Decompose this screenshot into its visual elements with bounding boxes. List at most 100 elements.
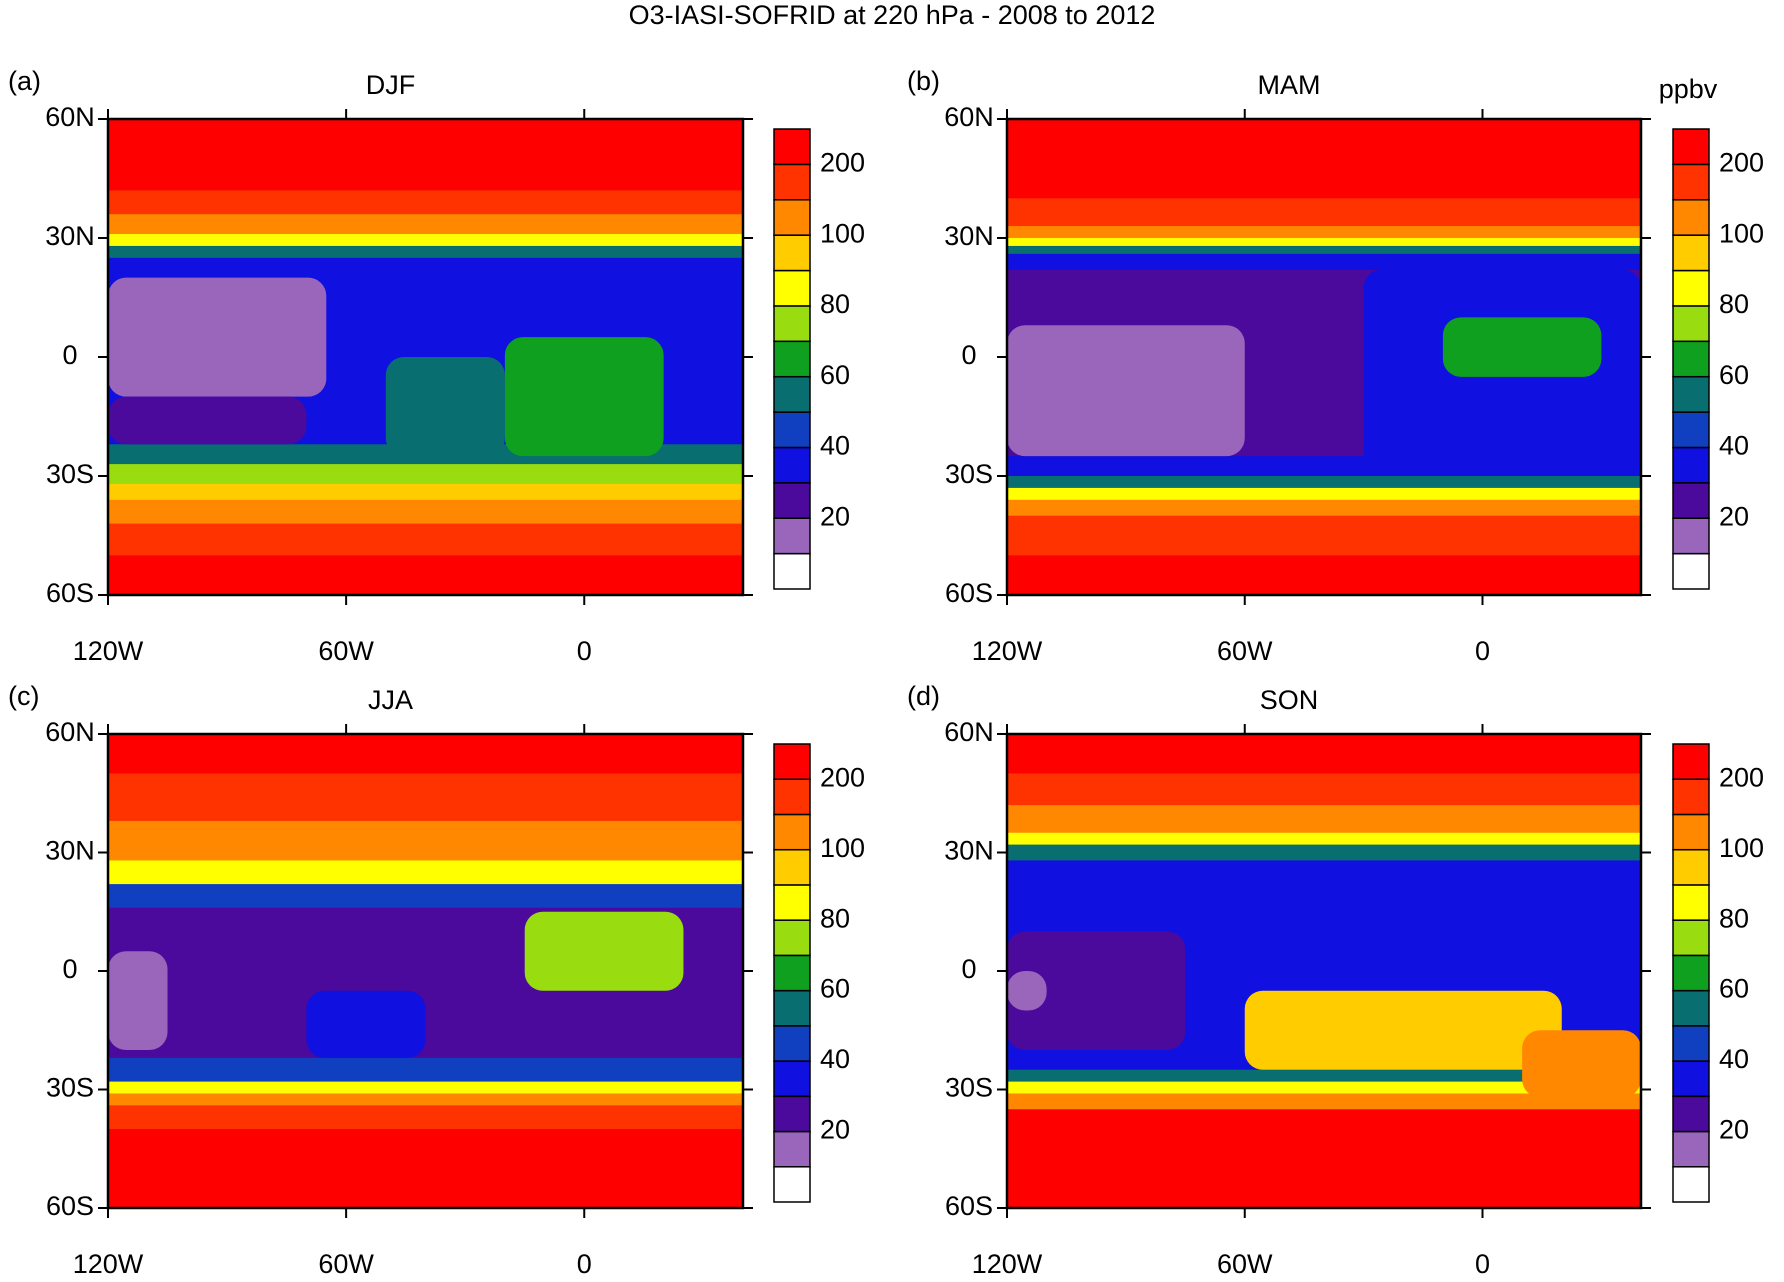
field-patch [306,990,426,1058]
zonal-band [108,1093,743,1106]
unit-label: ppbv [1659,74,1718,104]
colorbar-box [1672,743,1710,780]
zonal-band [108,734,743,774]
colorbar-label: 200 [1719,148,1764,178]
colorbar-box [773,954,811,992]
field-patch [1007,971,1047,1011]
colorbar-box [1672,1130,1710,1168]
colorbar-box [1672,1025,1710,1062]
panel-letter: (d) [907,681,940,711]
field-patch [524,911,684,991]
field-patch [108,951,168,1050]
x-tick-label: 60W [318,1249,374,1279]
colorbar-box [773,305,811,343]
colorbar-label: 60 [1719,974,1749,1004]
colorbar-box [1672,234,1710,272]
colorbar-label: 60 [820,360,850,390]
panel-title: SON [1260,685,1319,715]
zonal-band [1007,238,1641,247]
colorbar-box [773,552,811,590]
colorbar-label: 200 [820,762,865,792]
zonal-band [1007,515,1641,556]
colorbar-box [773,163,811,201]
x-tick-label: 0 [577,636,592,666]
zonal-band [1007,226,1641,239]
zonal-band [1007,832,1641,846]
y-tick-label: 60N [45,102,95,132]
colorbar-label: 20 [1719,1115,1749,1145]
colorbar-label: 80 [820,903,850,933]
y-tick-label: 30S [945,459,993,489]
field-patch [1244,990,1562,1070]
colorbar-label: 100 [820,833,865,863]
field-patch [385,357,505,457]
field-patch [1007,325,1245,457]
colorbar-box [1672,340,1710,378]
colorbar-label: 100 [1719,218,1764,248]
colorbar-box [773,919,811,957]
zonal-band [108,555,743,595]
colorbar-label: 40 [1719,431,1749,461]
colorbar-label: 100 [820,218,865,248]
zonal-band [108,820,743,861]
colorbar-box [773,1025,811,1062]
colorbar-box [773,1130,811,1168]
colorbar-box [1672,411,1710,449]
y-tick-label: 0 [961,954,976,984]
y-tick-label: 0 [961,340,976,370]
colorbar-label: 60 [820,974,850,1004]
map-field [108,119,743,595]
colorbar-box [1672,1060,1710,1098]
field-patch [1007,931,1186,1050]
zonal-band [1007,487,1641,501]
colorbar-box [1672,482,1710,519]
zonal-band [108,464,743,485]
x-tick-label: 120W [73,1249,144,1279]
colorbar-label: 80 [1719,289,1749,319]
zonal-band [108,190,743,215]
zonal-band [108,523,743,556]
colorbar-label: 40 [1719,1044,1749,1074]
colorbar-box [773,234,811,272]
colorbar-box [773,884,811,921]
zonal-band [108,499,743,525]
field-patch [1522,1030,1641,1098]
zonal-band [108,773,743,822]
colorbar-label: 40 [820,431,850,461]
colorbar-box [773,1095,811,1133]
colorbar-box [773,375,811,413]
colorbar-box [1672,199,1710,236]
y-tick-label: 60S [46,1191,94,1221]
zonal-band [108,1081,743,1094]
y-tick-label: 60S [46,578,94,608]
y-tick-label: 30S [46,1073,94,1103]
colorbar-label: 80 [1719,903,1749,933]
colorbar-label: 20 [1719,501,1749,531]
colorbar-box [773,813,811,851]
y-tick-label: 30N [944,221,994,251]
colorbar-label: 20 [820,501,850,531]
x-tick-label: 60W [318,636,374,666]
colorbar-label: 100 [1719,833,1764,863]
x-tick-label: 60W [1217,1249,1273,1279]
figure-title: O3-IASI-SOFRID at 220 hPa - 2008 to 2012 [629,0,1156,30]
colorbar-label: 80 [820,289,850,319]
colorbar-box [773,517,811,555]
colorbar-box [1672,552,1710,590]
colorbar-box [1672,884,1710,921]
map-field [108,734,743,1208]
zonal-band [1007,1081,1641,1094]
y-tick-label: 30S [945,1073,993,1103]
y-tick-label: 60N [45,717,95,747]
colorbar-box [773,446,811,484]
zonal-band [1007,119,1641,199]
colorbar-box [1672,163,1710,201]
colorbar-box [773,340,811,378]
field-patch [108,396,307,445]
colorbar-box [1672,989,1710,1027]
colorbar-box [1672,954,1710,992]
colorbar-box [773,411,811,449]
zonal-band [1007,844,1641,861]
y-tick-label: 60N [944,102,994,132]
colorbar-box [1672,375,1710,413]
